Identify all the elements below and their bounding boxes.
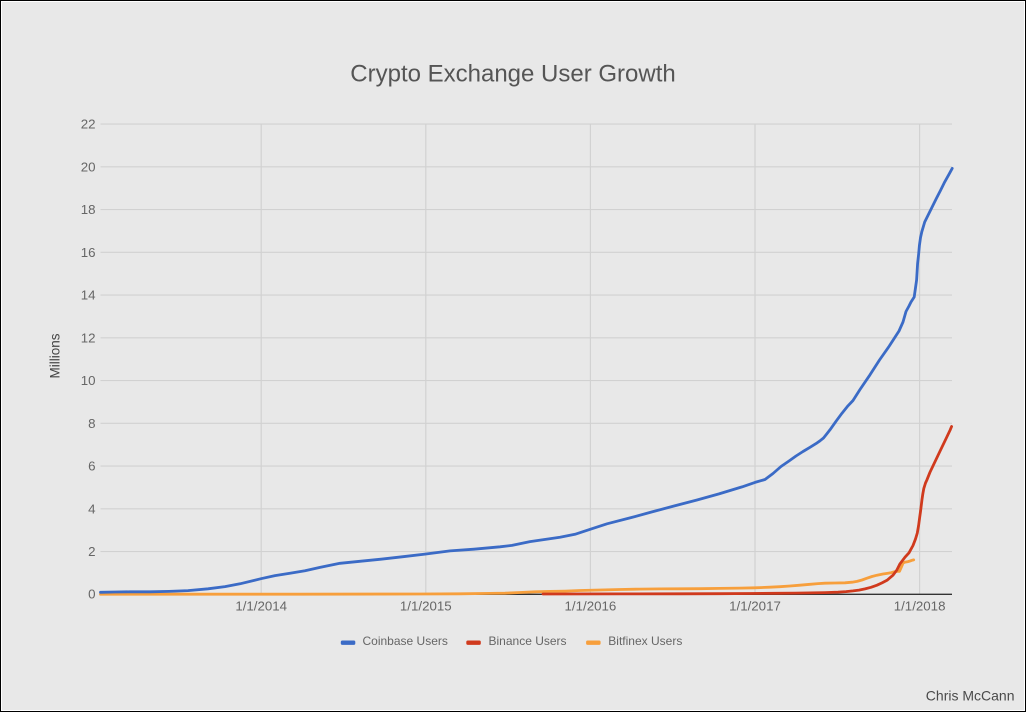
svg-text:22: 22 [81, 117, 96, 132]
svg-text:Crypto Exchange User Growth: Crypto Exchange User Growth [350, 60, 675, 87]
svg-text:4: 4 [88, 501, 95, 516]
svg-text:Millions: Millions [48, 333, 63, 378]
svg-text:1/1/2015: 1/1/2015 [400, 599, 452, 614]
svg-text:Chris McCann: Chris McCann [926, 688, 1015, 704]
svg-text:Binance Users: Binance Users [489, 634, 567, 648]
svg-text:0: 0 [88, 587, 95, 602]
svg-text:1/1/2016: 1/1/2016 [565, 599, 617, 614]
svg-text:6: 6 [88, 459, 95, 474]
svg-text:1/1/2017: 1/1/2017 [729, 599, 781, 614]
svg-text:1/1/2018: 1/1/2018 [894, 599, 946, 614]
svg-text:8: 8 [88, 416, 95, 431]
svg-text:Coinbase Users: Coinbase Users [363, 634, 448, 648]
svg-text:14: 14 [81, 288, 96, 303]
svg-text:10: 10 [81, 373, 96, 388]
svg-text:18: 18 [81, 202, 96, 217]
svg-text:20: 20 [81, 159, 96, 174]
svg-text:12: 12 [81, 330, 96, 345]
svg-text:Bitfinex Users: Bitfinex Users [608, 634, 682, 648]
svg-text:1/1/2014: 1/1/2014 [235, 599, 287, 614]
svg-text:16: 16 [81, 245, 96, 260]
svg-text:2: 2 [88, 544, 95, 559]
